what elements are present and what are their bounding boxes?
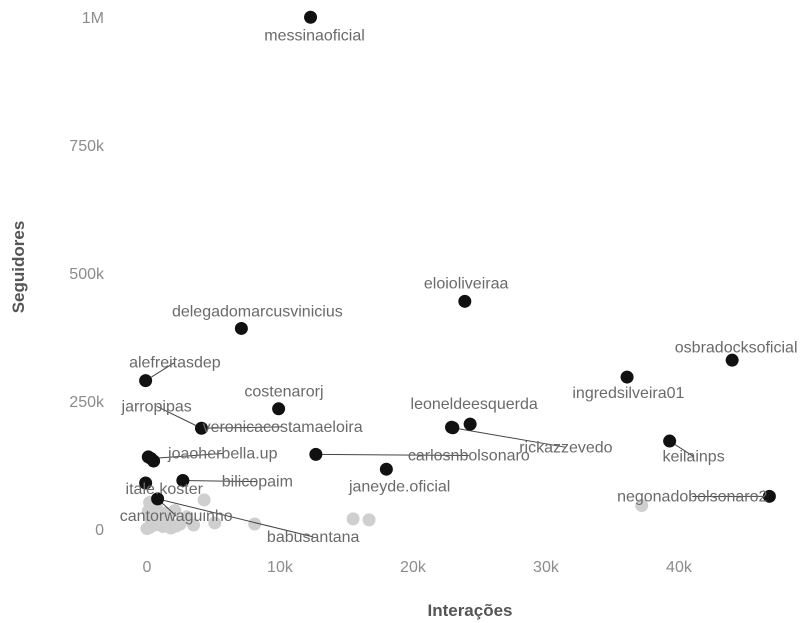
y-axis-ticks: 0 250k 500k 750k 1M bbox=[69, 10, 105, 539]
point-label: veronicacostamaeloira bbox=[203, 419, 363, 436]
data-point-other bbox=[197, 493, 211, 507]
point-label: messinaoficial bbox=[264, 27, 364, 44]
data-point-other bbox=[346, 512, 360, 526]
y-tick-label: 750k bbox=[69, 138, 105, 155]
x-tick-label: 40k bbox=[666, 559, 693, 576]
label-connector bbox=[157, 498, 314, 538]
x-tick-label: 10k bbox=[267, 559, 294, 576]
data-point-highlight bbox=[194, 421, 208, 435]
y-tick-label: 0 bbox=[95, 522, 104, 539]
data-point-highlight bbox=[379, 462, 393, 476]
x-axis-ticks: 0 10k 20k 30k 40k bbox=[142, 559, 692, 576]
point-label: itale.koster bbox=[126, 481, 204, 498]
x-tick-label: 20k bbox=[400, 559, 427, 576]
label-connector bbox=[182, 479, 258, 483]
data-point-highlight bbox=[762, 489, 776, 503]
data-point-highlight bbox=[139, 374, 153, 388]
point-label: jarropipas bbox=[121, 398, 192, 415]
label-connector-layer bbox=[145, 361, 770, 538]
point-label: costenarorj bbox=[244, 384, 323, 401]
point-label: negonadobolsonaro2 bbox=[617, 488, 767, 505]
data-point-highlight bbox=[151, 492, 165, 506]
data-point-other bbox=[159, 506, 173, 520]
point-label: joaoherbella.up bbox=[167, 445, 278, 462]
point-label: keilainps bbox=[662, 449, 724, 466]
data-point-other bbox=[169, 519, 183, 533]
point-label: bilicopaim bbox=[222, 474, 293, 491]
data-point-other bbox=[208, 516, 222, 530]
point-label: delegadomarcusvinicius bbox=[172, 304, 343, 321]
point-labels-layer: messinaoficial eloioliveiraa delegadomarcu… bbox=[120, 27, 798, 546]
label-connector bbox=[156, 405, 202, 429]
data-point-highlight bbox=[309, 447, 323, 461]
x-tick-label: 30k bbox=[533, 559, 560, 576]
data-point-other bbox=[248, 517, 262, 531]
label-connector bbox=[452, 427, 566, 448]
label-connector bbox=[150, 452, 223, 459]
data-point-highlight bbox=[147, 454, 161, 468]
data-point-highlight bbox=[234, 321, 248, 335]
x-tick-label: 0 bbox=[142, 559, 151, 576]
point-label: alefreitasdep bbox=[129, 354, 221, 371]
y-axis-title: Seguidores bbox=[9, 221, 28, 314]
label-connector bbox=[315, 453, 469, 456]
point-label: eloioliveiraa bbox=[424, 276, 509, 293]
data-point-highlight bbox=[176, 473, 190, 487]
y-tick-label: 500k bbox=[69, 266, 105, 283]
point-label: osbradocksoficial bbox=[675, 339, 798, 356]
point-label: leoneldeesquerda bbox=[411, 396, 538, 413]
data-point-highlight bbox=[445, 420, 459, 434]
data-point-highlight bbox=[304, 10, 318, 24]
y-tick-label: 1M bbox=[82, 10, 104, 27]
data-point-highlight bbox=[663, 434, 677, 448]
data-point-highlight bbox=[620, 370, 634, 384]
point-label: carlosnbolsonaro bbox=[408, 447, 530, 464]
data-point-other bbox=[362, 513, 376, 527]
point-label: cantorwaguinho bbox=[120, 508, 233, 525]
data-point-highlight bbox=[139, 476, 153, 490]
label-connector bbox=[201, 426, 283, 429]
point-label: rickazzevedo bbox=[519, 439, 612, 456]
other-points-layer bbox=[140, 493, 649, 536]
data-point-highlight bbox=[458, 294, 472, 308]
y-tick-label: 250k bbox=[69, 394, 105, 411]
point-label: janeyde.oficial bbox=[348, 479, 450, 496]
data-point-highlight bbox=[463, 417, 477, 431]
data-point-highlight bbox=[725, 353, 739, 367]
data-point-other bbox=[635, 499, 649, 513]
point-label: babusantana bbox=[267, 529, 360, 546]
highlight-points-layer bbox=[139, 10, 776, 506]
x-axis-title: Interações bbox=[427, 601, 512, 620]
point-label: ingredsilveira01 bbox=[572, 385, 684, 402]
data-point-highlight bbox=[272, 402, 286, 416]
